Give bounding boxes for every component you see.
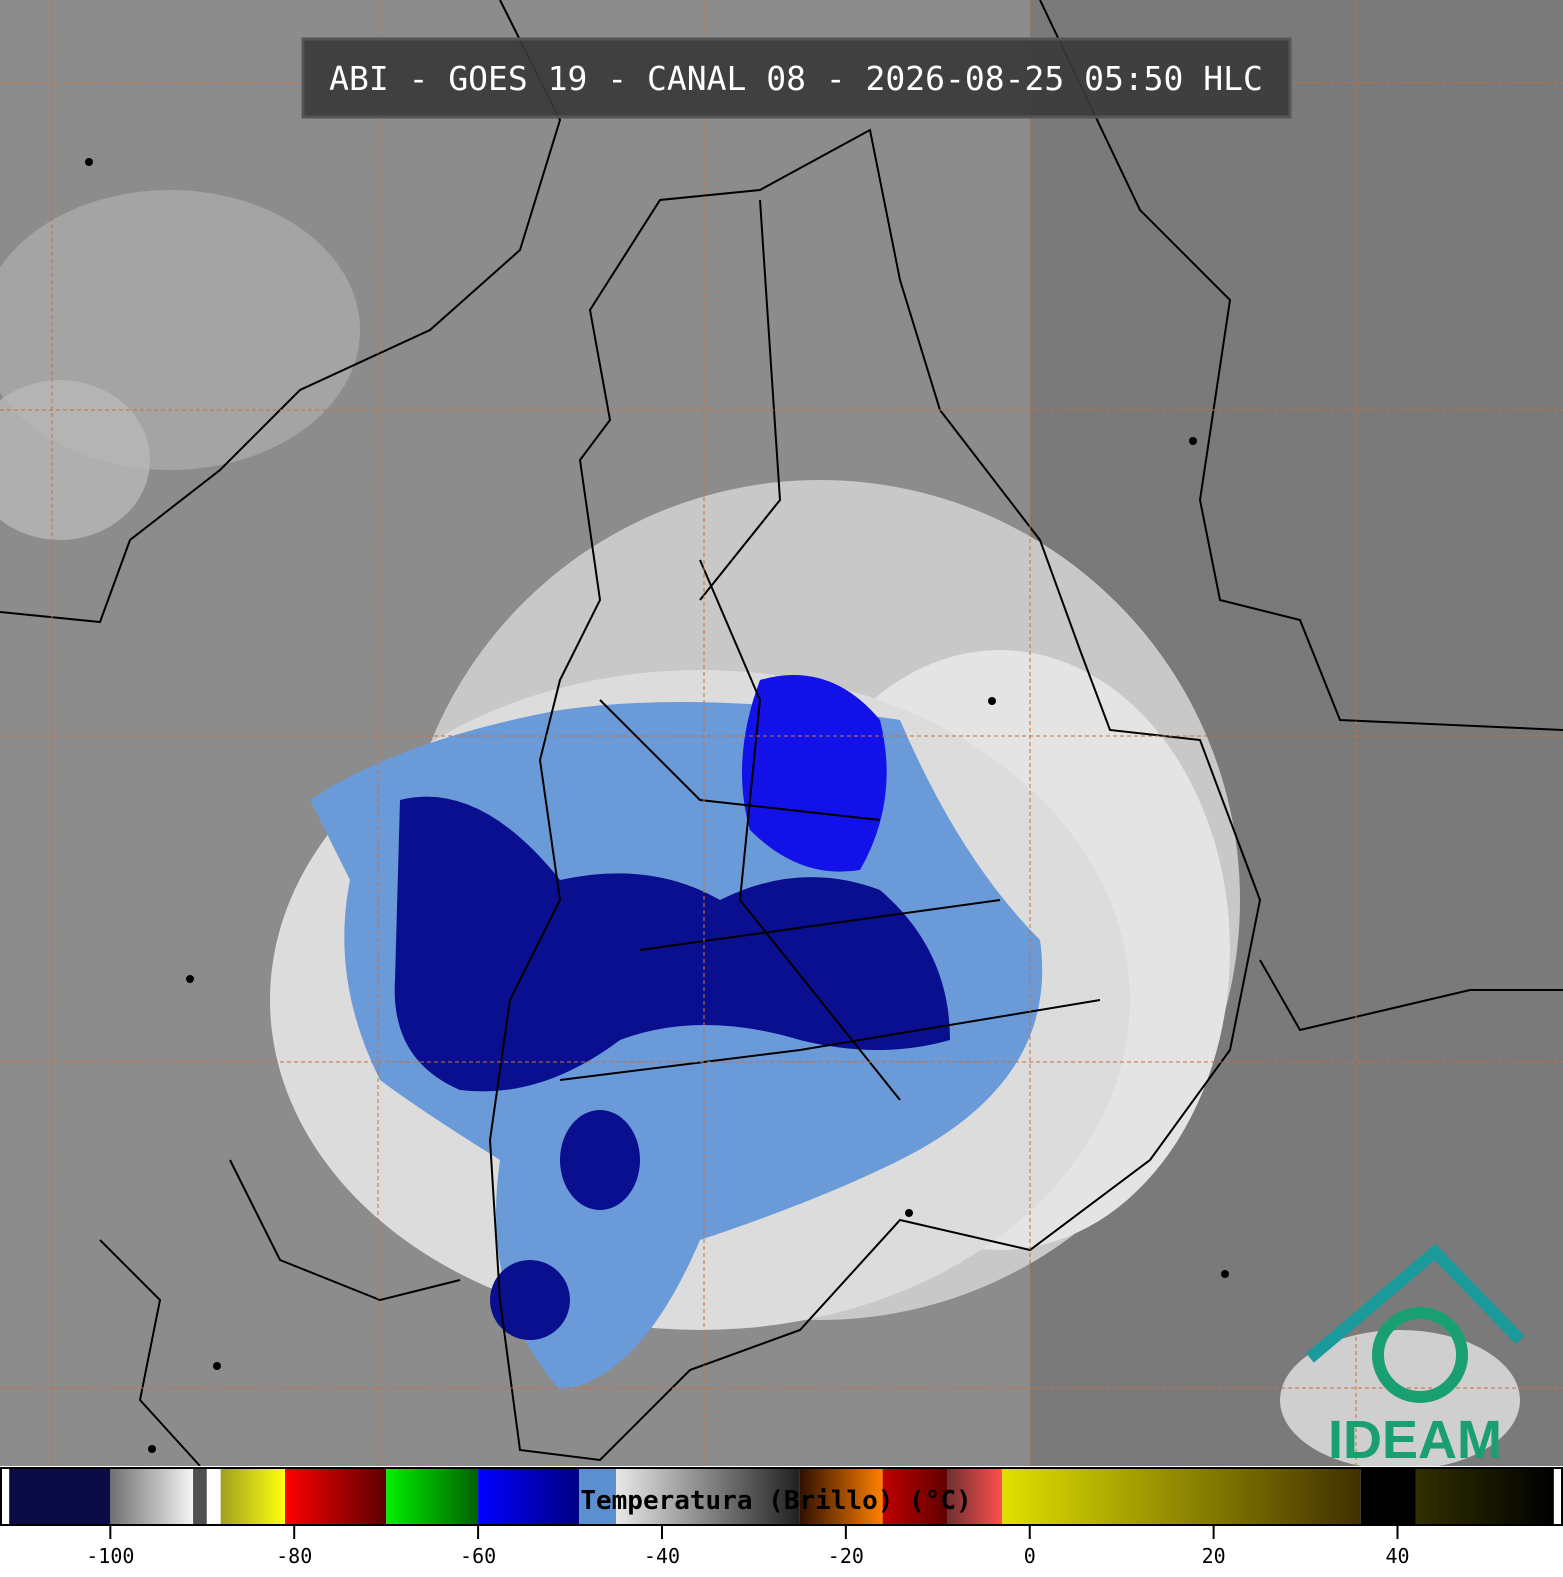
colorbar-segment [616, 1468, 800, 1525]
logo: IDEAM [1306, 1243, 1525, 1470]
tick-label: -40 [644, 1544, 680, 1568]
tick-label: 0 [1024, 1544, 1036, 1568]
colorbar-segment [946, 1468, 1003, 1525]
logo-text: IDEAM [1328, 1410, 1502, 1470]
colorbar-segment [882, 1468, 947, 1525]
colorbar-segment [110, 1468, 194, 1525]
colorbar-segment [478, 1468, 580, 1525]
colorbar-segment [1002, 1468, 1361, 1525]
colorbar-segment [1415, 1468, 1554, 1525]
logo-swirl [1372, 1307, 1468, 1403]
tick-label: 20 [1202, 1544, 1226, 1568]
tick-label: 40 [1385, 1544, 1409, 1568]
colorbar: -100 -80 -60 -40 -20 0 20 40 [0, 1467, 1563, 1568]
boundaries [0, 0, 1563, 1467]
cities [85, 158, 1229, 1453]
title: ABI - GOES 19 - CANAL 08 - 2026-08-25 05… [329, 59, 1263, 98]
colorbar-segment [285, 1468, 387, 1525]
deep-convection [560, 1110, 640, 1210]
colorbar-segment [799, 1468, 883, 1525]
colorbar-segment [193, 1468, 207, 1525]
colorbar-frame [0, 1467, 1563, 1526]
deep-convection [742, 675, 887, 872]
deep-convection [394, 796, 951, 1092]
colorbar-segment [9, 1468, 111, 1525]
colorbar-segment [386, 1468, 479, 1525]
graticule [0, 0, 1563, 1466]
logo-roof [1306, 1243, 1525, 1363]
title-box [301, 37, 1292, 119]
colorbar-segment [579, 1468, 617, 1525]
colorbar-segment [1360, 1468, 1416, 1525]
tick-label: -100 [86, 1544, 134, 1568]
colorbar-segment [206, 1468, 221, 1525]
colorbar-segment [0, 1468, 10, 1525]
tick-label: -20 [828, 1544, 864, 1568]
tick-label: -60 [460, 1544, 496, 1568]
cloud [0, 380, 150, 540]
colorbar-segment [220, 1468, 286, 1525]
tick-label: -80 [276, 1544, 312, 1568]
deep-convection [490, 1260, 570, 1340]
colorbar-label: Temperatura (Brillo) (°C) [580, 1486, 971, 1516]
map: IDEAM ABI - GOES 19 - CANAL 08 - 2026-08… [0, 0, 1563, 1470]
